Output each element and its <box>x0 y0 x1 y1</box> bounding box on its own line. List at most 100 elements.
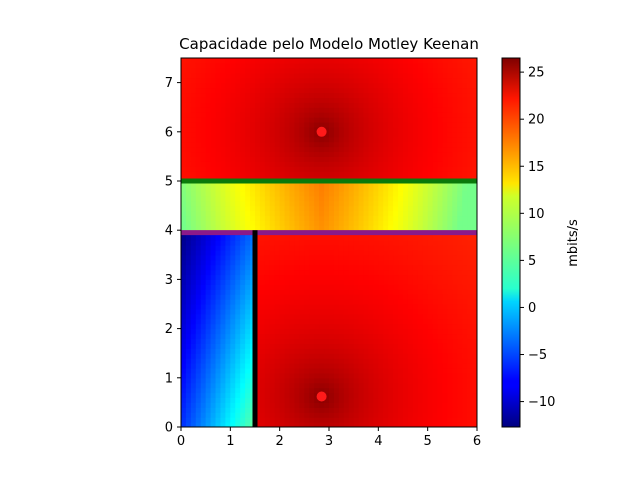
heatmap-cell <box>264 97 271 103</box>
heatmap-cell <box>185 333 192 340</box>
heatmap-cell <box>185 358 192 364</box>
heatmap-cell <box>447 367 453 374</box>
heatmap-cell <box>363 402 370 408</box>
heatmap-cell <box>467 200 473 207</box>
heatmap-cell <box>279 151 286 157</box>
heatmap-cell <box>338 284 345 290</box>
heatmap-cell <box>309 304 315 310</box>
heatmap-cell <box>432 67 439 74</box>
heatmap-cell <box>407 372 414 379</box>
heatmap-cell <box>289 190 296 197</box>
heatmap-cell <box>338 363 345 369</box>
heatmap-cell <box>185 363 192 369</box>
heatmap-cell <box>417 353 424 359</box>
heatmap-cell <box>309 102 315 108</box>
heatmap-cell <box>205 382 212 389</box>
heatmap-cell <box>324 313 330 320</box>
heatmap-cell <box>255 304 261 310</box>
heatmap-cell <box>215 200 222 207</box>
heatmap-cell <box>432 269 439 276</box>
heatmap-cell <box>462 333 468 340</box>
heatmap-cell <box>383 328 389 335</box>
heatmap-cell <box>329 210 335 217</box>
heatmap-cell <box>422 422 429 427</box>
heatmap-cell <box>412 269 419 276</box>
heatmap-cell <box>427 397 434 403</box>
heatmap-cell <box>358 353 365 359</box>
heatmap-cell <box>220 392 226 399</box>
heatmap-cell <box>264 284 271 290</box>
heatmap-cell <box>210 338 217 344</box>
heatmap-cell <box>368 328 374 335</box>
heatmap-cell <box>358 166 365 172</box>
heatmap-cell <box>269 244 276 251</box>
heatmap-cell <box>269 171 276 177</box>
heatmap-cell <box>309 422 315 427</box>
heatmap-cell <box>373 205 379 212</box>
heatmap-cell <box>452 62 458 69</box>
heatmap-cell <box>472 220 477 226</box>
heatmap-cell <box>205 58 212 64</box>
heatmap-cell <box>269 240 276 246</box>
heatmap-cell <box>467 392 473 399</box>
heatmap-cell <box>314 279 320 285</box>
heatmap-cell <box>403 220 409 226</box>
heatmap-cell <box>329 318 335 325</box>
heatmap-cell <box>215 279 222 285</box>
heatmap-cell <box>398 328 404 335</box>
heatmap-cell <box>472 348 477 354</box>
heatmap-cell <box>289 171 296 177</box>
heatmap-cell <box>353 343 360 349</box>
heatmap-cell <box>442 387 448 394</box>
heatmap-cell <box>462 77 468 84</box>
heatmap-cell <box>417 92 424 98</box>
heatmap-cell <box>269 200 276 207</box>
heatmap-cell <box>195 62 202 69</box>
heatmap-cell <box>403 269 409 276</box>
heatmap-cell <box>368 121 374 128</box>
heatmap-cell <box>255 131 261 138</box>
heatmap-cell <box>432 289 439 295</box>
heatmap-cell <box>230 87 236 94</box>
heatmap-cell <box>324 58 330 64</box>
heatmap-cell <box>368 244 374 251</box>
heatmap-cell <box>388 126 394 133</box>
heatmap-cell <box>304 402 310 408</box>
heatmap-cell <box>363 377 370 384</box>
heatmap-cell <box>274 264 281 271</box>
heatmap-cell <box>250 210 256 217</box>
heatmap-cell <box>190 121 197 128</box>
heatmap-cell <box>378 392 384 399</box>
heatmap-cell <box>398 363 404 369</box>
heatmap-cell <box>299 210 305 217</box>
heatmap-cell <box>314 417 320 423</box>
heatmap-cell <box>255 146 261 153</box>
heatmap-cell <box>329 215 335 221</box>
heatmap-cell <box>412 318 419 325</box>
heatmap-cell <box>383 166 389 172</box>
heatmap-cell <box>467 259 473 266</box>
heatmap-cell <box>457 343 463 349</box>
heatmap-cell <box>412 151 419 157</box>
heatmap-cell <box>457 72 463 79</box>
heatmap-cell <box>407 146 414 153</box>
heatmap-cell <box>393 392 399 399</box>
heatmap-cell <box>294 82 300 89</box>
heatmap-cell <box>378 67 384 74</box>
heatmap-cell <box>294 397 300 403</box>
heatmap-cell <box>299 412 305 418</box>
heatmap-cell <box>417 259 424 266</box>
heatmap-cell <box>264 67 271 74</box>
heatmap-cell <box>452 58 458 64</box>
heatmap-cell <box>195 254 202 261</box>
heatmap-cell <box>200 313 207 320</box>
heatmap-cell <box>304 412 310 418</box>
heatmap-cell <box>210 412 217 418</box>
heatmap-cell <box>363 171 370 177</box>
heatmap-cell <box>452 358 458 364</box>
heatmap-cell <box>274 402 281 408</box>
heatmap-cell <box>205 190 212 197</box>
heatmap-cell <box>348 97 355 103</box>
heatmap-cell <box>393 397 399 403</box>
heatmap-cell <box>378 397 384 403</box>
